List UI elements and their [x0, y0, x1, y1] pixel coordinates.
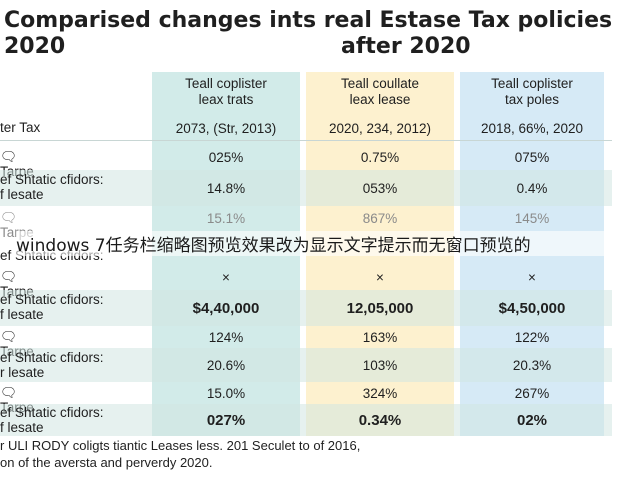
table-cell: 20.6% — [206, 357, 246, 373]
table-cell: 2018, 66%, 2020 — [480, 120, 584, 136]
speech-bubble-icon: 🗨 — [0, 329, 18, 344]
column-header-1: Teall coplister leax trats — [185, 76, 267, 107]
table-cell: 20.3% — [512, 357, 552, 373]
table-row: ef Shtatic cfidors: f lesate 14.8% 053% 0… — [0, 170, 612, 206]
column-header-3: Teall coplister tax poles — [491, 76, 573, 107]
table-cell: 145% — [514, 210, 550, 226]
speech-bubble-icon: 🗨 — [0, 210, 18, 225]
table-cell: 2073, (Str, 2013) — [175, 120, 277, 136]
table-cell: × — [528, 269, 536, 285]
footnote-line-1: r ULI RODY coligts tiantic Leases less. … — [0, 438, 361, 453]
table-cell: × — [376, 269, 384, 285]
row-label: ef Shtatic cfidors: f lesate — [0, 172, 104, 202]
table-row: 🗨 Tarpe 15.1% 867% 145% — [0, 208, 612, 240]
table-cell: 103% — [362, 357, 398, 373]
speech-bubble-icon: 🗨 — [0, 385, 18, 400]
table-row: ef Shtatic cfidors: f lesate 027% 0.34% 0… — [0, 404, 612, 436]
table-cell: 2020, 234, 2012) — [328, 120, 432, 136]
table-row: 🗨 Tarpe 124% 163% 122% — [0, 327, 612, 359]
table-cell: 14.8% — [206, 180, 246, 196]
column-header-2: Teall coullate leax lease — [340, 76, 420, 107]
row-label: 🗨 Tarpe — [0, 327, 150, 359]
row-label: ter Tax — [0, 120, 41, 135]
speech-bubble-icon: 🗨 — [0, 149, 18, 164]
row-label: 🗨 Tarpe — [0, 266, 150, 299]
title-year: 2020 — [4, 34, 66, 59]
table-cell: 0.4% — [516, 180, 548, 196]
table-cell: 124% — [208, 329, 244, 345]
table-cell: 163% — [362, 329, 398, 345]
table-cell: $4,40,000 — [192, 299, 260, 317]
table-cell: 122% — [514, 329, 550, 345]
table-row: ef Shtatic cfidors: f lesate $4,40,000 12… — [0, 290, 612, 326]
row-label: ef Shtatic cfidors: r lesate — [0, 350, 104, 380]
row-label: ef Shtatic cfidors: f lesate — [0, 292, 104, 322]
title-line-1: Comparised changes ints real Estase Tax … — [4, 8, 613, 33]
table-cell: $4,50,000 — [498, 299, 566, 317]
title-after: after 2020 — [341, 34, 471, 59]
table-cell: 0.34% — [358, 411, 402, 429]
row-label: ef Shtatic cfidors: f lesate — [0, 405, 104, 435]
table-cell: 053% — [362, 180, 398, 196]
speech-bubble-icon: 🗨 — [0, 269, 18, 284]
table-cell: 867% — [362, 210, 398, 226]
overlay-caption: windows 7任务栏缩略图预览效果改为显示文字提示而无窗口预览的 — [16, 231, 640, 256]
table-cell: 075% — [514, 149, 550, 165]
table-cell: 15.1% — [206, 210, 246, 226]
table-row: 🗨 Tarpe × × × — [0, 266, 612, 299]
row-label: 🗨 Tarpe — [0, 146, 150, 179]
table-row: ter Tax 2073, (Str, 2013) 2020, 234, 201… — [0, 116, 612, 141]
table-cell: 02% — [516, 411, 548, 429]
table-row: ef Shtatic cfidors: r lesate 20.6% 103% 2… — [0, 348, 612, 382]
table-cell: 15.0% — [206, 385, 246, 401]
table-cell: × — [222, 269, 230, 285]
table-cell: 025% — [208, 149, 244, 165]
row-label: 🗨 Tarpe — [0, 383, 150, 415]
row-label: 🗨 Tarpe — [0, 208, 150, 240]
table-cell: 12,05,000 — [346, 299, 414, 317]
table-cell: 027% — [206, 411, 246, 429]
footnote-line-2: on of the aversta and perverdy 2020. — [0, 455, 213, 470]
table-row: 🗨 Tarpe 15.0% 324% 267% — [0, 383, 612, 415]
table-cell: 0.75% — [360, 149, 400, 165]
table-row: 🗨 Tarpe 025% 0.75% 075% — [0, 146, 612, 179]
table-cell: 324% — [362, 385, 398, 401]
table-cell: 267% — [514, 385, 550, 401]
